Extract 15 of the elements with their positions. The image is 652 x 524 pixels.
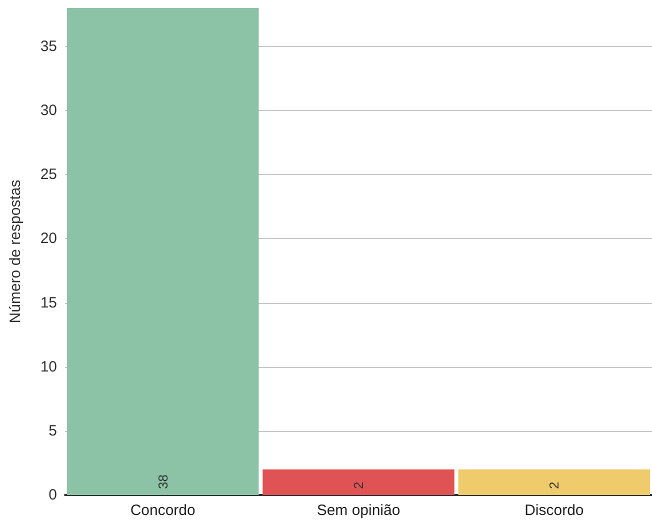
y-tick-label: 5 (48, 422, 57, 440)
y-tick-label: 10 (40, 358, 57, 376)
data-label: 2 (351, 482, 366, 489)
x-tick-label: Discordo (524, 502, 584, 519)
y-axis-title: Número de respostas (7, 180, 24, 324)
data-label: 38 (155, 474, 170, 489)
x-tick-label: Concordo (130, 502, 196, 519)
y-tick-label: 0 (48, 486, 57, 504)
data-label: 2 (546, 482, 562, 489)
x-tick-label: Sem opinião (316, 502, 400, 519)
y-tick-label: 15 (40, 294, 57, 312)
y-tick-label: 30 (40, 102, 57, 120)
y-tick-label: 35 (40, 38, 57, 55)
y-tick-label: 25 (40, 166, 57, 184)
y-tick-label: 20 (40, 230, 57, 248)
